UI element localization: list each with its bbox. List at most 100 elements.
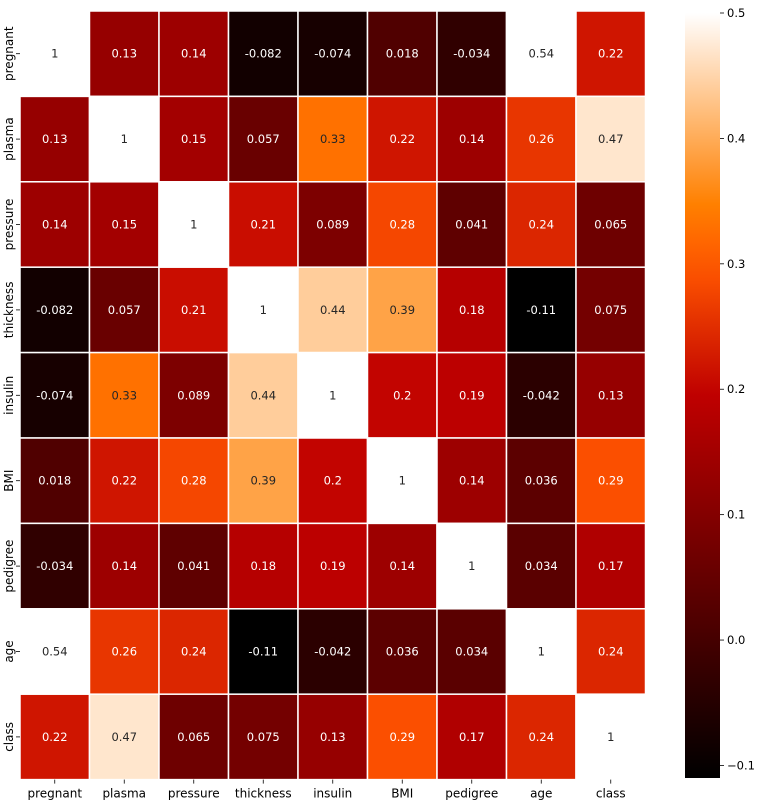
cell-value-label: 0.22 <box>389 132 415 146</box>
heatmap-cell <box>436 608 508 695</box>
heatmap-cell <box>297 608 369 695</box>
cell-value-label: 0.22 <box>42 730 68 744</box>
colorbar-tick-label: −0.1 <box>727 758 755 772</box>
cell-value-label: 0.018 <box>386 47 419 61</box>
cell-value-label: 0.29 <box>598 474 624 488</box>
cell-value-label: 1 <box>468 559 475 573</box>
cell-value-label: 0.075 <box>247 730 280 744</box>
colorbar: −0.1 0.0 0.1 0.2 0.3 0.4 0.5 <box>685 6 755 778</box>
heatmap-cell <box>19 266 91 354</box>
cell-value-label: 1 <box>538 645 545 659</box>
cell-value-label: 0.54 <box>528 47 554 61</box>
heatmap-cell <box>227 693 299 781</box>
heatmap-cell <box>19 522 91 610</box>
cell-value-label: 0.19 <box>320 559 346 573</box>
heatmap-cell <box>575 437 647 525</box>
cell-value-label: 0.2 <box>324 474 342 488</box>
colorbar-tick-label: 0.5 <box>727 6 745 20</box>
heatmap-cell <box>19 437 91 525</box>
y-tick-label: pressure <box>2 199 16 251</box>
cell-value-label: 1 <box>260 303 267 317</box>
cell-value-label: 0.18 <box>250 559 276 573</box>
y-tick-label: pregnant <box>2 26 16 81</box>
heatmap-cell <box>436 351 508 439</box>
heatmap-cell <box>158 693 230 781</box>
x-tick-label: BMI <box>391 787 413 801</box>
heatmap-cell <box>88 693 160 781</box>
heatmap-cell <box>575 608 647 695</box>
cell-value-label: 0.14 <box>111 559 137 573</box>
x-tick-label: pregnant <box>27 787 82 801</box>
cell-value-label: 0.33 <box>111 388 137 402</box>
heatmap-cell <box>19 95 91 183</box>
colorbar-tick-label: 0.1 <box>727 508 745 522</box>
cell-value-label: 0.065 <box>594 218 627 232</box>
cell-value-label: 0.47 <box>598 132 624 146</box>
cell-value-label: 0.54 <box>42 645 68 659</box>
cell-value-label: 0.24 <box>528 218 554 232</box>
heatmap-cell <box>505 95 577 183</box>
cell-value-label: -0.11 <box>526 303 556 317</box>
x-tick-label: pedigree <box>445 787 498 801</box>
cell-value-label: 1 <box>190 218 197 232</box>
heatmap-cell <box>19 181 91 268</box>
y-axis-labels: pregnant plasma pressure thickness insulin BM… <box>2 26 20 752</box>
cell-value-label: 0.21 <box>181 303 207 317</box>
heatmap-cell <box>158 181 230 268</box>
x-tick-label: plasma <box>102 787 146 801</box>
cell-value-label: 0.22 <box>111 474 137 488</box>
cell-value-label: 0.089 <box>177 388 210 402</box>
cell-value-label: 0.44 <box>320 303 346 317</box>
heatmap-cell <box>227 608 299 695</box>
y-tick-label: insulin <box>2 376 16 415</box>
heatmap-cell <box>436 522 508 610</box>
cell-value-label: 0.13 <box>598 388 624 402</box>
heatmap-cell <box>436 95 508 183</box>
cell-value-label: 0.14 <box>459 474 485 488</box>
heatmap-cell <box>88 522 160 610</box>
cell-value-label: 0.47 <box>111 730 137 744</box>
y-tick-label: plasma <box>2 117 16 161</box>
cell-value-label: 0.24 <box>598 645 624 659</box>
cell-value-label: -0.074 <box>36 388 73 402</box>
cell-value-label: 0.13 <box>320 730 346 744</box>
cell-value-label: 0.33 <box>320 132 346 146</box>
heatmap-cell <box>227 437 299 525</box>
cell-value-label: 1 <box>121 132 128 146</box>
cell-value-label: 0.034 <box>455 645 488 659</box>
cell-value-label: 0.034 <box>525 559 558 573</box>
heatmap-cell <box>436 693 508 781</box>
y-tick-label: BMI <box>2 470 16 492</box>
cell-value-label: 0.036 <box>386 645 419 659</box>
x-tick-label: age <box>530 787 552 801</box>
cell-value-label: 0.036 <box>525 474 558 488</box>
heatmap-cell <box>158 608 230 695</box>
cell-value-label: 0.13 <box>42 132 68 146</box>
heatmap-cell <box>158 10 230 98</box>
colorbar-tick-label: 0.4 <box>727 131 745 145</box>
x-axis-labels: pregnant plasma pressure thickness insulin BM… <box>27 779 626 801</box>
heatmap-cells: 1 0.13 0.14 -0.082 -0.074 0.018 -0.034 0.54 0.22… <box>19 10 647 781</box>
heatmap-cell <box>575 351 647 439</box>
cell-value-label: 0.39 <box>250 474 276 488</box>
heatmap-cell <box>366 10 438 98</box>
heatmap-cell <box>88 266 160 354</box>
cell-value-label: 0.14 <box>389 559 415 573</box>
cell-value-label: 0.17 <box>598 559 624 573</box>
cell-value-label: 0.041 <box>177 559 210 573</box>
cell-value-label: 1 <box>51 47 58 61</box>
cell-value-label: 0.24 <box>528 730 554 744</box>
cell-value-label: 1 <box>607 730 614 744</box>
heatmap-cell <box>88 10 160 98</box>
heatmap-cell <box>297 437 369 525</box>
colorbar-tick-label: 0.2 <box>727 382 745 396</box>
heatmap-cell <box>505 437 577 525</box>
x-tick-label: pressure <box>168 787 220 801</box>
cell-value-label: -0.074 <box>314 47 351 61</box>
heatmap-cell <box>297 95 369 183</box>
cell-value-label: 0.065 <box>177 730 210 744</box>
cell-value-label: -0.042 <box>523 388 560 402</box>
colorbar-tick-label: 0.0 <box>727 633 745 647</box>
cell-value-label: 0.19 <box>459 388 485 402</box>
